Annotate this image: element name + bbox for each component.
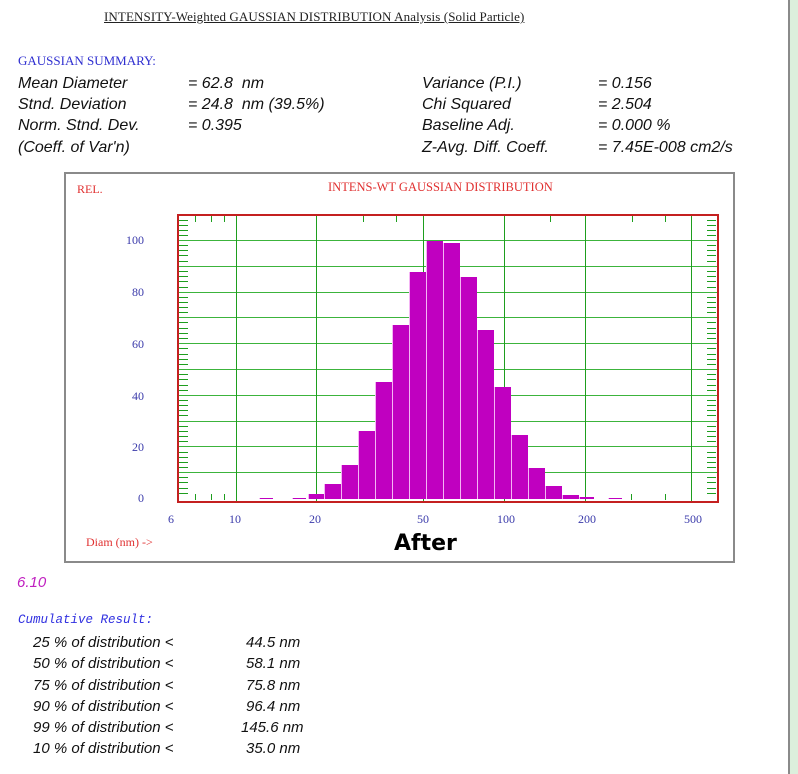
histogram-bar (341, 465, 358, 499)
histogram-bar (562, 495, 579, 499)
cumulative-row: 25 % of distribution < 44.5 nm (33, 634, 300, 651)
summary-value-chi: = 2.504 (598, 96, 652, 113)
summary-value-std: = 24.8 nm (39.5%) (188, 96, 325, 113)
histogram-bar-peak (426, 241, 443, 499)
x-tick-500: 500 (684, 512, 702, 526)
histogram-bar (511, 435, 528, 499)
cumulative-text: % of distribution < (53, 698, 174, 715)
report-title: INTENSITY-Weighted GAUSSIAN DISTRIBUTION… (104, 9, 525, 24)
cumulative-pct: 10 (33, 740, 50, 757)
y-tick-0: 0 (138, 491, 144, 505)
y-tick-80: 80 (132, 285, 144, 299)
summary-label-chi: Chi Squared (422, 96, 511, 113)
plot-frame (177, 214, 719, 503)
histogram-bar (494, 387, 511, 499)
cumulative-pct: 50 (33, 655, 50, 672)
y-tick-20: 20 (132, 440, 144, 454)
grid-line-x10 (236, 214, 237, 503)
grid-line-x20 (316, 214, 317, 503)
cumulative-row: 99 % of distribution < 145.6 nm (33, 719, 304, 736)
x-tick-20: 20 (309, 512, 321, 526)
x-tick-10: 10 (229, 512, 241, 526)
cumulative-text: % of distribution < (53, 740, 174, 757)
histogram-bar (528, 468, 545, 499)
summary-label-variance: Variance (P.I.) (422, 75, 522, 92)
cumulative-row: 50 % of distribution < 58.1 nm (33, 655, 300, 672)
x-tick-100: 100 (497, 512, 515, 526)
cumulative-text: % of distribution < (53, 719, 174, 736)
cumulative-row: 90 % of distribution < 96.4 nm (33, 698, 300, 715)
grid-line-100 (177, 240, 719, 241)
cumulative-value: 96.4 nm (246, 698, 301, 715)
histogram-bar (358, 431, 375, 499)
summary-label-mean: Mean Diameter (18, 75, 128, 92)
histogram-bar (477, 330, 494, 499)
cumulative-value: 44.5 nm (246, 634, 301, 651)
summary-value-variance: = 0.156 (598, 75, 652, 92)
x-tick-6: 6 (168, 512, 174, 526)
x-tick-50: 50 (417, 512, 429, 526)
histogram-bar (375, 382, 392, 499)
summary-value-zavg: = 7.45E-008 cm2/s (598, 139, 733, 156)
histogram-bar (308, 494, 324, 499)
summary-value-norm-std: = 0.395 (188, 117, 242, 134)
cumulative-value: 35.0 nm (246, 740, 301, 757)
cumulative-pct: 75 (33, 677, 50, 694)
summary-value-mean: = 62.8 nm (188, 75, 265, 92)
summary-label-norm-std: Norm. Stnd. Dev. (18, 117, 140, 134)
cumulative-pct: 90 (33, 698, 50, 715)
x-tick-200: 200 (578, 512, 596, 526)
chart-title: INTENS-WT GAUSSIAN DISTRIBUTION (328, 180, 553, 194)
histogram-bar (409, 272, 426, 499)
cumulative-row: 75 % of distribution < 75.8 nm (33, 677, 300, 694)
version-label: 6.10 (17, 574, 47, 591)
grid-line-x500 (691, 214, 692, 503)
y-tick-40: 40 (132, 389, 144, 403)
summary-label-std: Stnd. Deviation (18, 96, 127, 113)
cumulative-pct: 25 (33, 634, 50, 651)
y-tick-60: 60 (132, 337, 144, 351)
y-tick-100: 100 (126, 233, 144, 247)
histogram-bar (443, 243, 460, 499)
cumulative-heading: Cumulative Result: (18, 613, 154, 627)
chart-ylabel: REL. (77, 182, 103, 196)
chart-caption: After (394, 531, 457, 556)
gaussian-summary-heading: GAUSSIAN SUMMARY: (18, 53, 156, 68)
histogram-bar (545, 486, 562, 499)
histogram-bar (292, 498, 306, 499)
cumulative-text: % of distribution < (53, 677, 174, 694)
grid-line-x200 (585, 214, 586, 503)
histogram-bar (392, 325, 409, 499)
cumulative-value: 58.1 nm (246, 655, 301, 672)
cumulative-value: 75.8 nm (246, 677, 301, 694)
grid-line-x100 (504, 214, 505, 503)
histogram-bar (608, 498, 622, 499)
summary-value-baseline: = 0.000 % (598, 117, 671, 134)
cumulative-pct: 99 (33, 719, 50, 736)
cumulative-value: 145.6 nm (241, 719, 304, 736)
histogram-bar (460, 277, 477, 499)
summary-label-coeff: (Coeff. of Var'n) (18, 139, 130, 156)
summary-label-zavg: Z-Avg. Diff. Coeff. (422, 139, 549, 156)
cumulative-text: % of distribution < (53, 634, 174, 651)
histogram-bar (324, 484, 341, 499)
summary-label-baseline: Baseline Adj. (422, 117, 515, 134)
window-scrollbar-edge (788, 0, 798, 774)
cumulative-row: 10 % of distribution < 35.0 nm (33, 740, 300, 757)
chart-xlabel: Diam (nm) -> (86, 535, 153, 549)
histogram-bar (259, 498, 273, 499)
histogram-bar (579, 497, 594, 499)
cumulative-text: % of distribution < (53, 655, 174, 672)
